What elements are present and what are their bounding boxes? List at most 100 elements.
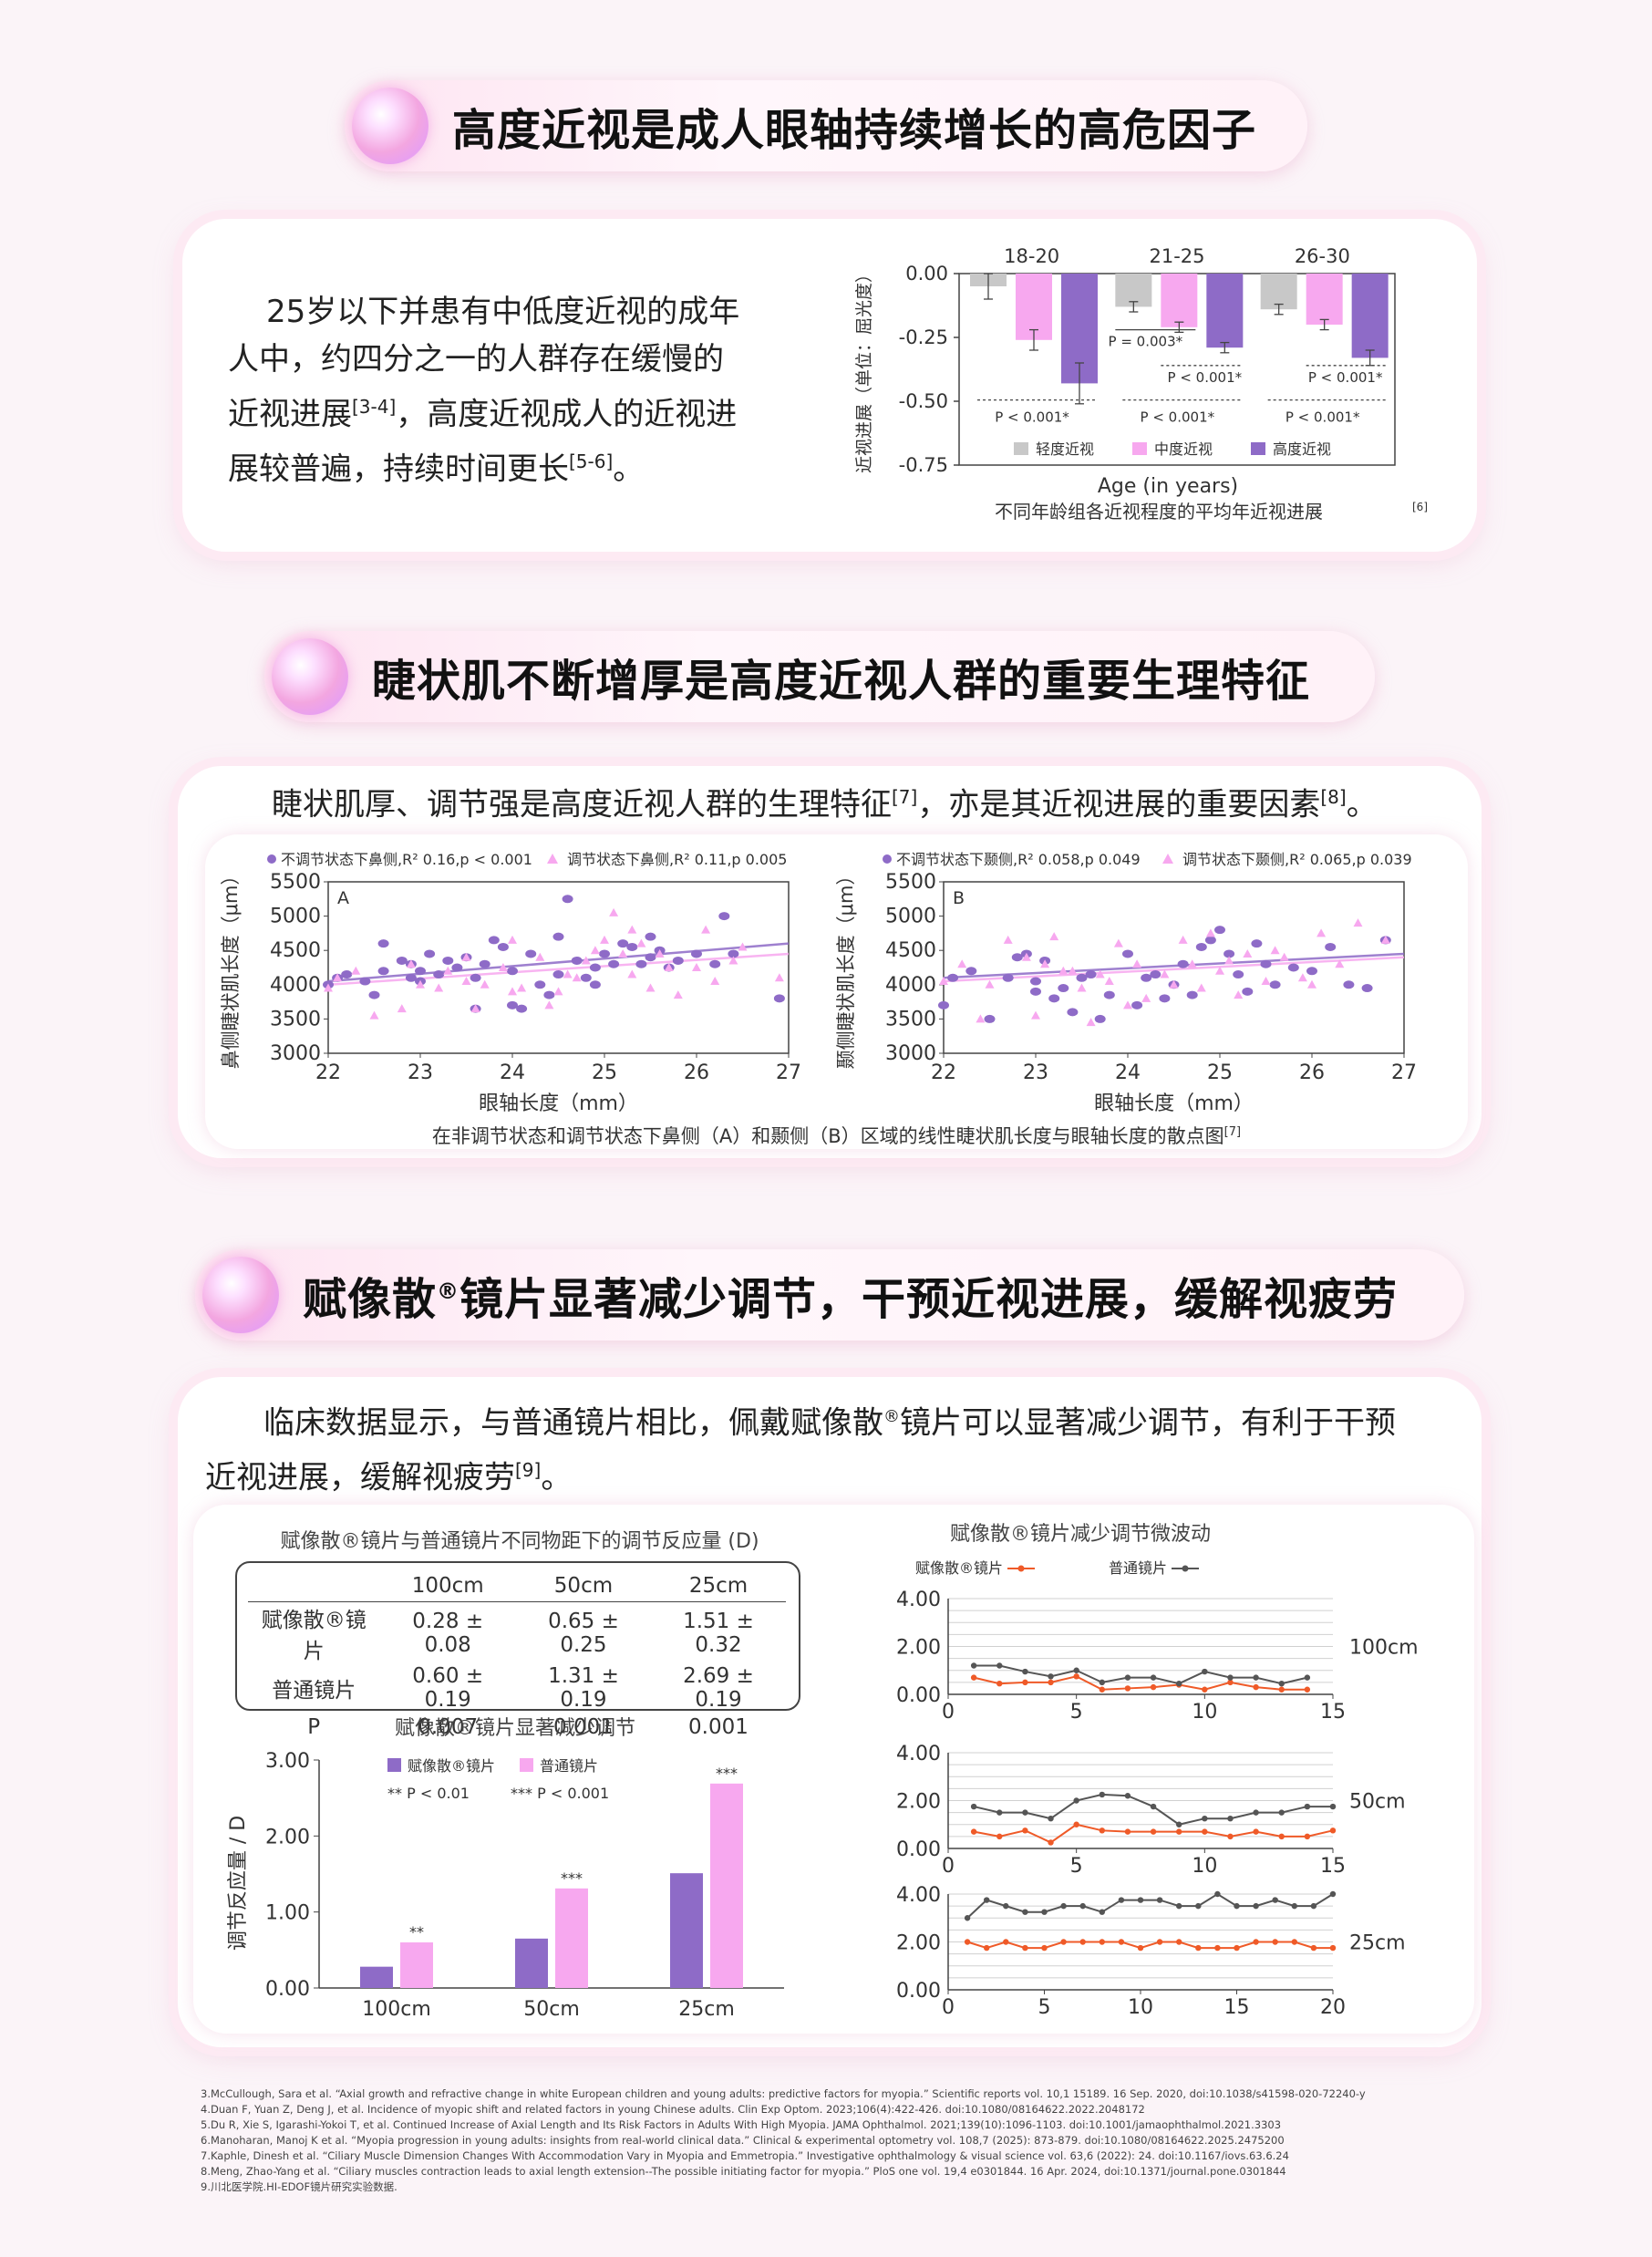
data-point [1291,1902,1297,1910]
y-tick-label: 4000 [885,974,936,997]
bar [515,1938,548,1988]
y-tick-label: -0.25 [899,326,948,348]
legend-swatch [1132,442,1147,455]
note-label: ** P < 0.01 [387,1785,470,1802]
data-point [984,1897,990,1903]
series-line [973,1675,1307,1691]
data-point-triangle [618,948,628,958]
data-point-circle [1103,990,1115,999]
data-point [1124,1828,1131,1835]
x-tick-label: 50cm [523,1998,580,2021]
data-point-circle [1204,936,1216,945]
y-axis-label: 近视进展（单位：屈光度） [854,265,874,473]
significance-label: P < 0.001* [995,409,1069,426]
data-point-circle [562,895,573,904]
data-point-circle [984,1014,996,1023]
data-point-circle [1141,973,1152,982]
data-point [1137,1897,1144,1903]
data-point-triangle [1270,946,1280,955]
data-point-circle [1260,959,1272,968]
data-point-circle [645,953,656,962]
data-point-circle [938,1000,949,1009]
fit-line [327,942,790,983]
data-point-triangle [443,966,453,975]
x-tick-label: 26 [1299,1061,1325,1084]
x-tick-label: 5 [1038,1996,1051,2019]
data-point [1253,1902,1259,1910]
data-point-triangle [1196,983,1206,992]
data-point [1124,1674,1131,1681]
scatter-chart-nasal: 不调节状态下鼻侧,R² 0.16,p < 0.001 调节状态下鼻侧,R² 0.1… [220,851,801,1115]
significance-label: P < 0.001* [1308,369,1383,386]
scatter-panel-box [205,834,1468,1149]
data-point [1329,1944,1337,1952]
data-point [1176,1902,1182,1910]
y-tick-label: 4000 [270,974,321,997]
y-axis-label: 调节反应量 / D [227,1816,250,1951]
x-tick-label: 0 [942,1996,955,2019]
data-point [1278,1833,1285,1840]
data-point-circle [525,949,537,958]
y-tick-label: 2.00 [265,1826,310,1848]
bar [1161,274,1198,327]
data-point-triangle [645,983,656,992]
data-point-circle [645,932,656,941]
chart-caption: 不同年龄组各近视程度的平均年近视进展 [995,501,1323,523]
data-point-circle [571,956,583,965]
data-point [1278,1809,1285,1816]
x-tick-label: 25cm [678,1998,735,2021]
data-point [1214,1944,1221,1952]
data-point [1150,1683,1157,1691]
data-point [1003,1939,1009,1945]
data-point-triangle [1234,990,1244,999]
data-point-triangle [1205,928,1215,937]
data-point [1310,1944,1317,1952]
data-point [1253,1828,1259,1835]
data-point-circle [451,963,463,972]
data-point [1048,1815,1054,1822]
data-point-triangle [1003,935,1013,944]
bar [555,1888,588,1988]
data-point-circle [1224,949,1235,958]
data-point [1278,1680,1285,1687]
table-row: 普通镜片 0.60 ± 0.19 1.31 ± 0.19 2.69 ± 0.19 [272,1664,754,1712]
legend-swatch [520,1758,533,1772]
legend-marker [1162,854,1173,864]
data-point-circle [1269,980,1281,989]
y-tick-label: 4500 [270,939,321,962]
section3-title-pill: 赋像散®镜片显著减少调节，干预近视进展，缓解视疲劳 [195,1249,1464,1341]
data-point [1079,1939,1086,1945]
data-point [1195,1902,1202,1910]
data-point [964,1915,971,1921]
data-point-triangle [1058,966,1069,975]
data-point-circle [1177,959,1189,968]
data-point-circle [405,973,417,982]
group-label: 21-25 [1149,245,1204,267]
y-tick-label: 3500 [270,1008,321,1030]
x-tick-label: 23 [1023,1061,1048,1084]
data-point-triangle [416,979,425,989]
y-tick-label: 5500 [885,871,936,894]
data-point-triangle [333,973,343,982]
chart-title: 赋像散®镜片显著减少调节 [395,1717,635,1740]
data-point [1022,1679,1028,1686]
significance-label: P = 0.003* [1109,334,1183,350]
data-point [1118,1897,1125,1903]
data-point-triangle [508,935,517,944]
data-point-triangle [600,935,609,944]
data-point-triangle [1307,979,1316,989]
data-point-circle [543,990,555,999]
data-point-circle [672,956,684,965]
data-point [1253,1674,1259,1681]
x-tick-label: 10 [1128,1996,1153,2019]
reference-item: 7.Kaphle, Dinesh et al. “Ciliary Muscle … [201,2149,1289,2162]
legend-label: 不调节状态下颞侧,R² 0.058,p 0.049 [896,851,1141,868]
x-tick-label: 15 [1320,1855,1346,1878]
data-point-circle [1030,987,1041,996]
data-point-circle [1343,980,1355,989]
section1-line3: 近视进展[3-4]，高度近视成人的近视进 [228,396,738,433]
data-point [1278,1686,1285,1693]
data-point-circle [470,973,481,982]
y-tick-label: 0.00 [265,1978,310,2001]
data-point [1329,1890,1337,1898]
